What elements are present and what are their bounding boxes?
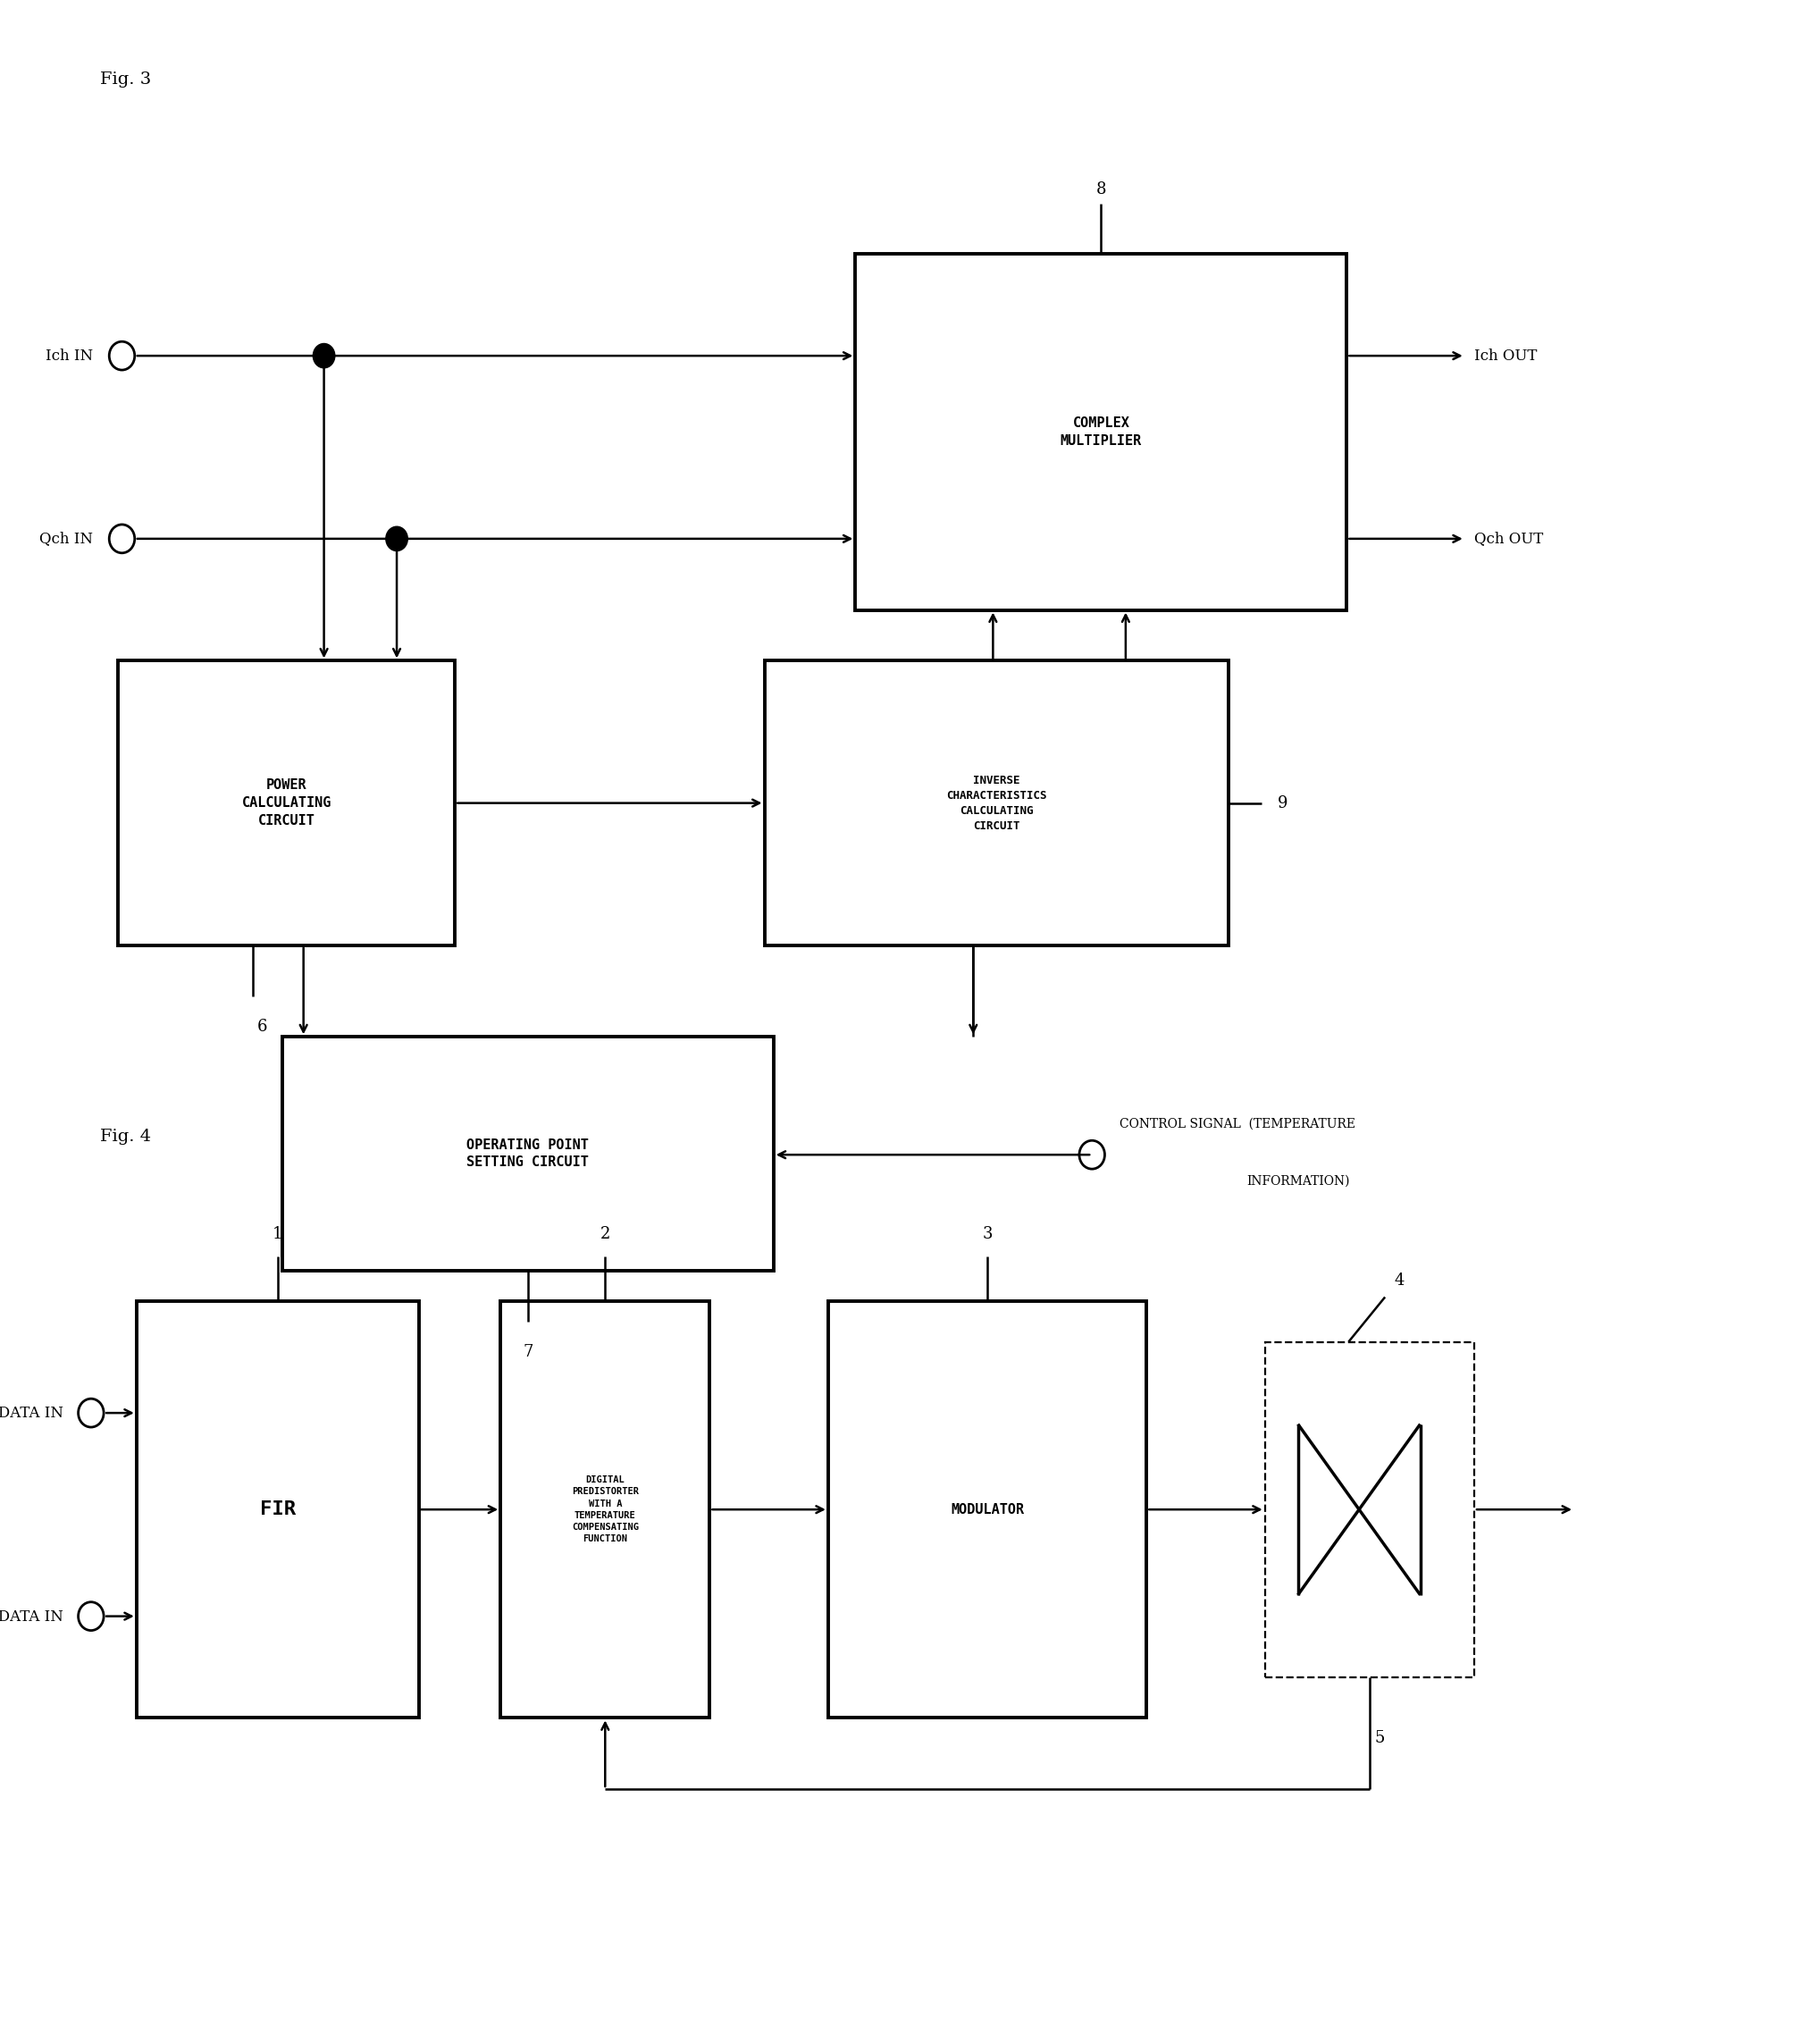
Text: MODULATOR: MODULATOR: [950, 1502, 1025, 1517]
Text: OPERATING POINT
SETTING CIRCUIT: OPERATING POINT SETTING CIRCUIT: [466, 1138, 590, 1169]
Text: Fig. 3: Fig. 3: [100, 71, 151, 87]
Text: 3: 3: [983, 1226, 992, 1242]
Bar: [501, 1301, 710, 1718]
Text: Qch OUT: Qch OUT: [1474, 531, 1543, 547]
Text: 5: 5: [1374, 1730, 1385, 1746]
Text: 8: 8: [1096, 181, 1107, 197]
Text: 9: 9: [1278, 795, 1289, 811]
Text: CONTROL SIGNAL  (TEMPERATURE: CONTROL SIGNAL (TEMPERATURE: [1119, 1118, 1356, 1130]
Text: 2: 2: [601, 1226, 610, 1242]
Bar: [282, 1037, 774, 1271]
Text: Ich OUT: Ich OUT: [1474, 348, 1538, 364]
Text: DIGITAL
PREDISTORTER
WITH A
TEMPERATURE
COMPENSATING
FUNCTION: DIGITAL PREDISTORTER WITH A TEMPERATURE …: [571, 1476, 639, 1543]
Circle shape: [386, 527, 408, 551]
Bar: [855, 254, 1347, 610]
Bar: [1265, 1342, 1474, 1677]
Text: INFORMATION): INFORMATION): [1247, 1175, 1350, 1187]
Text: INVERSE
CHARACTERISTICS
CALCULATING
CIRCUIT: INVERSE CHARACTERISTICS CALCULATING CIRC…: [946, 775, 1046, 831]
Text: Fig. 4: Fig. 4: [100, 1128, 151, 1145]
Text: POWER
CALCULATING
CIRCUIT: POWER CALCULATING CIRCUIT: [242, 779, 331, 827]
Text: Ich DATA IN: Ich DATA IN: [0, 1405, 64, 1421]
Text: Ich IN: Ich IN: [46, 348, 93, 364]
Bar: [118, 661, 455, 945]
Bar: [828, 1301, 1147, 1718]
Text: 6: 6: [257, 1019, 268, 1035]
Bar: [764, 661, 1229, 945]
Bar: [136, 1301, 419, 1718]
Text: COMPLEX
MULTIPLIER: COMPLEX MULTIPLIER: [1061, 417, 1141, 447]
Text: 1: 1: [273, 1226, 282, 1242]
Text: Qch DATA IN: Qch DATA IN: [0, 1608, 64, 1624]
Text: FIR: FIR: [260, 1500, 295, 1519]
Text: 4: 4: [1394, 1273, 1405, 1289]
Text: 7: 7: [522, 1344, 533, 1360]
Text: Qch IN: Qch IN: [40, 531, 93, 547]
Circle shape: [313, 344, 335, 368]
